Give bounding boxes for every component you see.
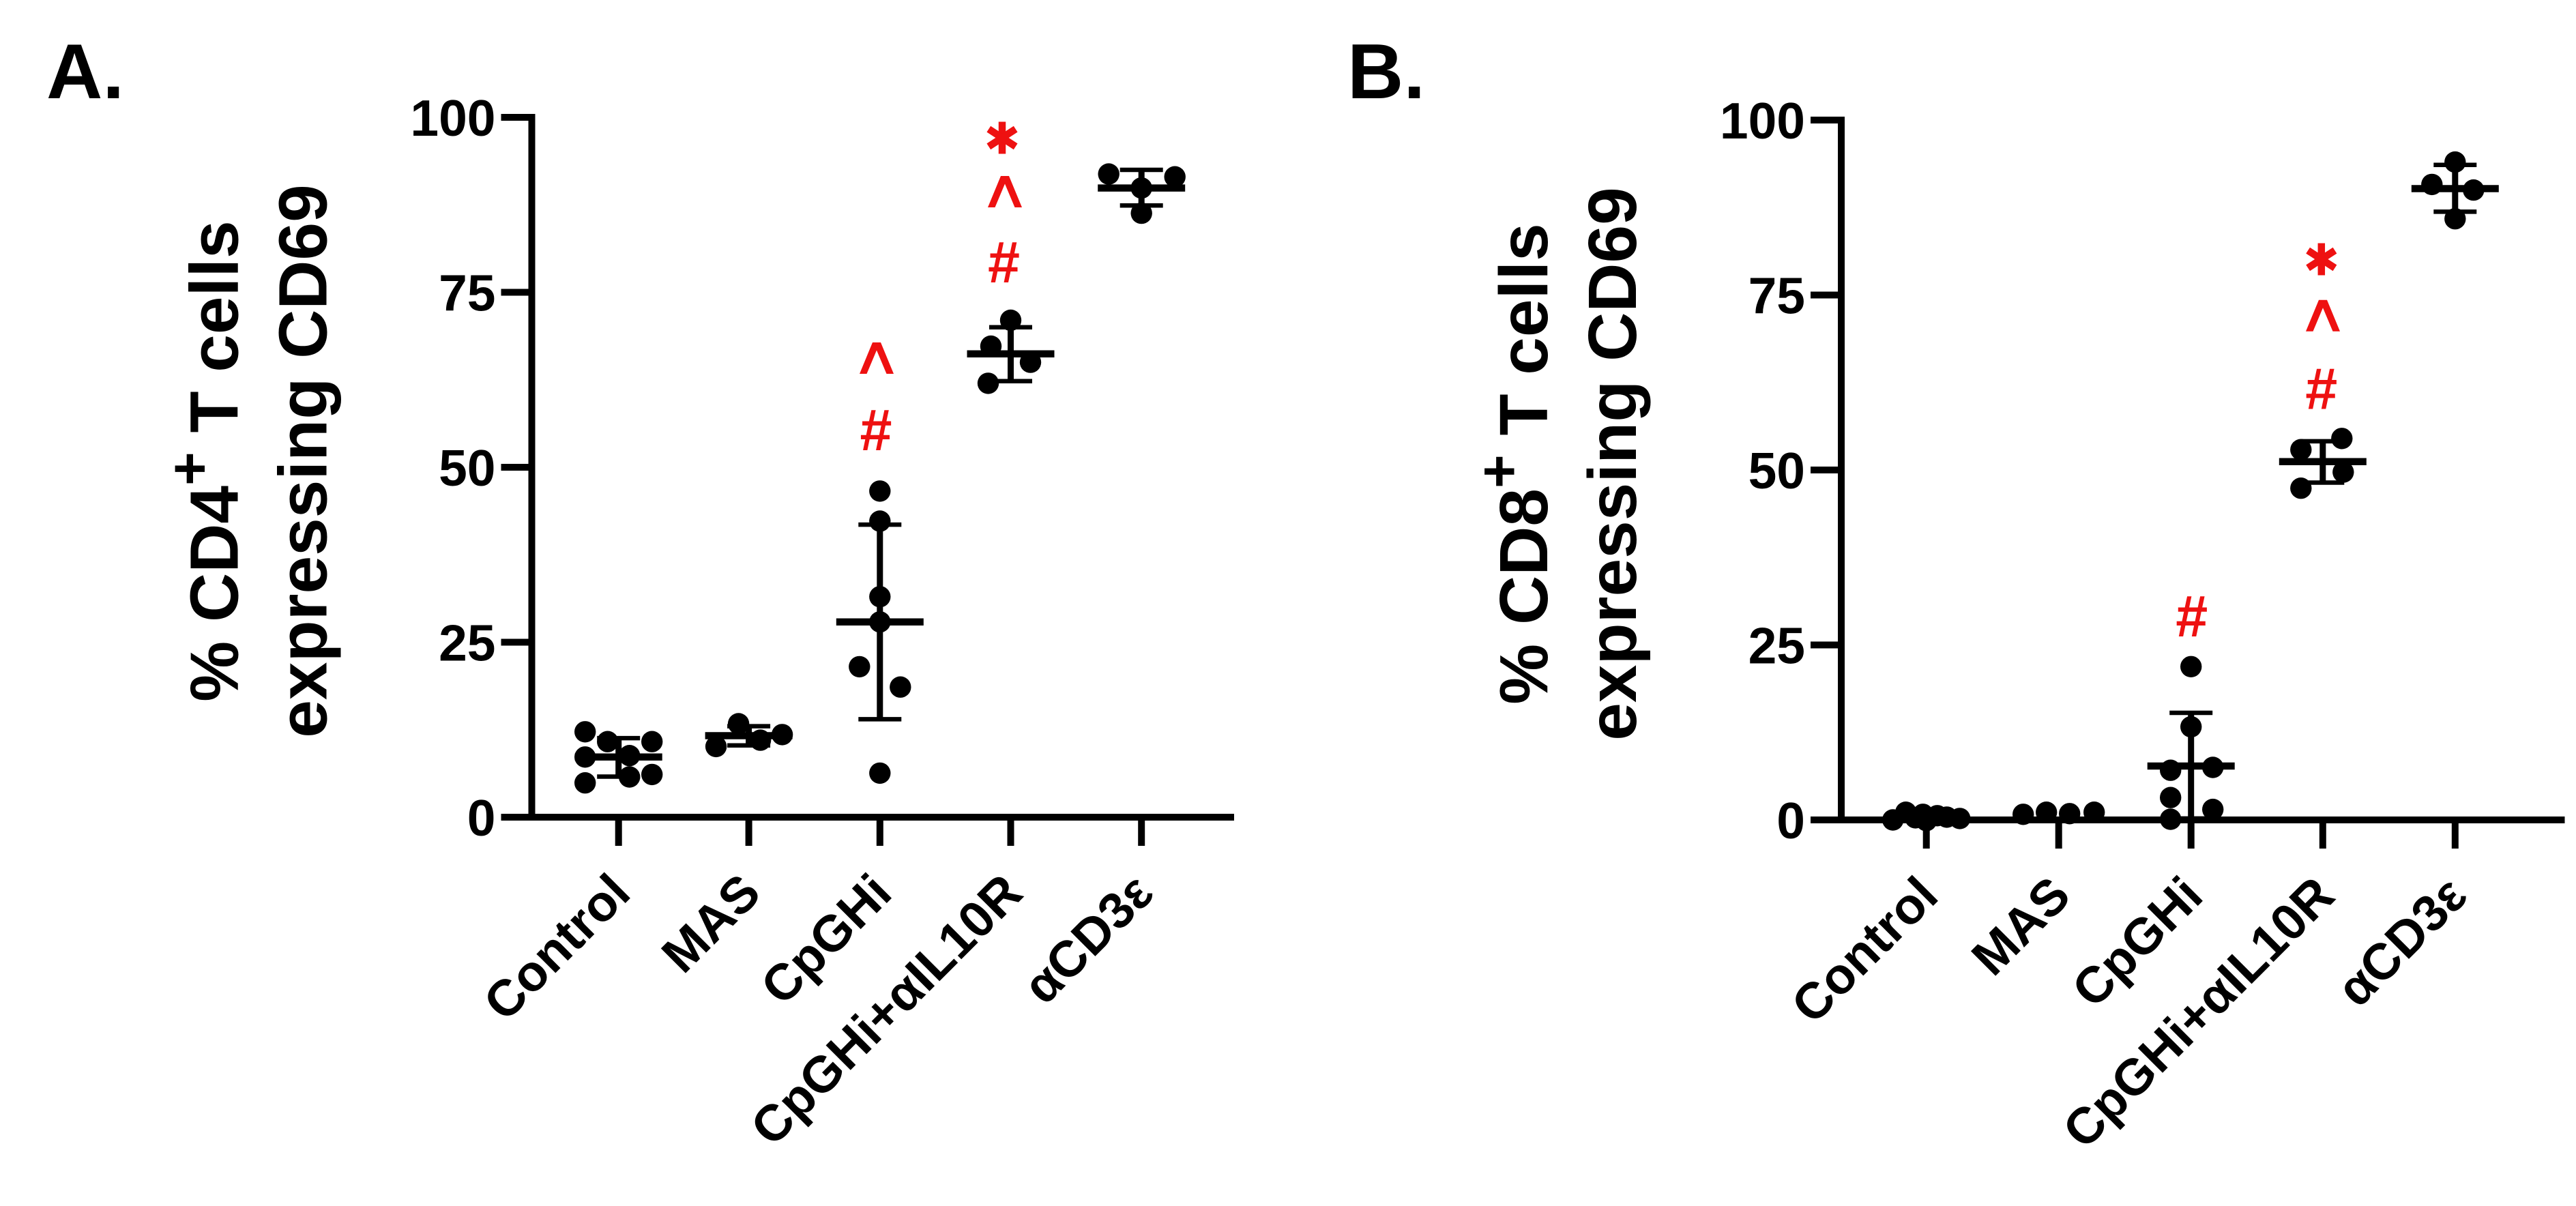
svg-text:A.: A. (46, 29, 124, 115)
svg-text:100: 100 (1720, 92, 1805, 149)
svg-text:75: 75 (439, 265, 495, 322)
svg-text:100: 100 (410, 89, 495, 147)
svg-text:expressing CD69: expressing CD69 (1575, 187, 1651, 740)
svg-text:0: 0 (1776, 792, 1805, 849)
svg-text:#: # (988, 230, 1020, 295)
svg-text:#: # (860, 398, 892, 463)
svg-text:25: 25 (1748, 617, 1805, 675)
svg-text:75: 75 (1748, 267, 1805, 325)
svg-text:25: 25 (439, 615, 495, 672)
svg-text:50: 50 (1748, 442, 1805, 499)
svg-text:B.: B. (1347, 29, 1425, 115)
svg-text:#: # (2176, 584, 2208, 649)
svg-text:0: 0 (467, 789, 496, 847)
svg-text:50: 50 (439, 439, 495, 497)
svg-text:expressing CD69: expressing CD69 (265, 184, 342, 737)
svg-text:#: # (2305, 356, 2337, 422)
